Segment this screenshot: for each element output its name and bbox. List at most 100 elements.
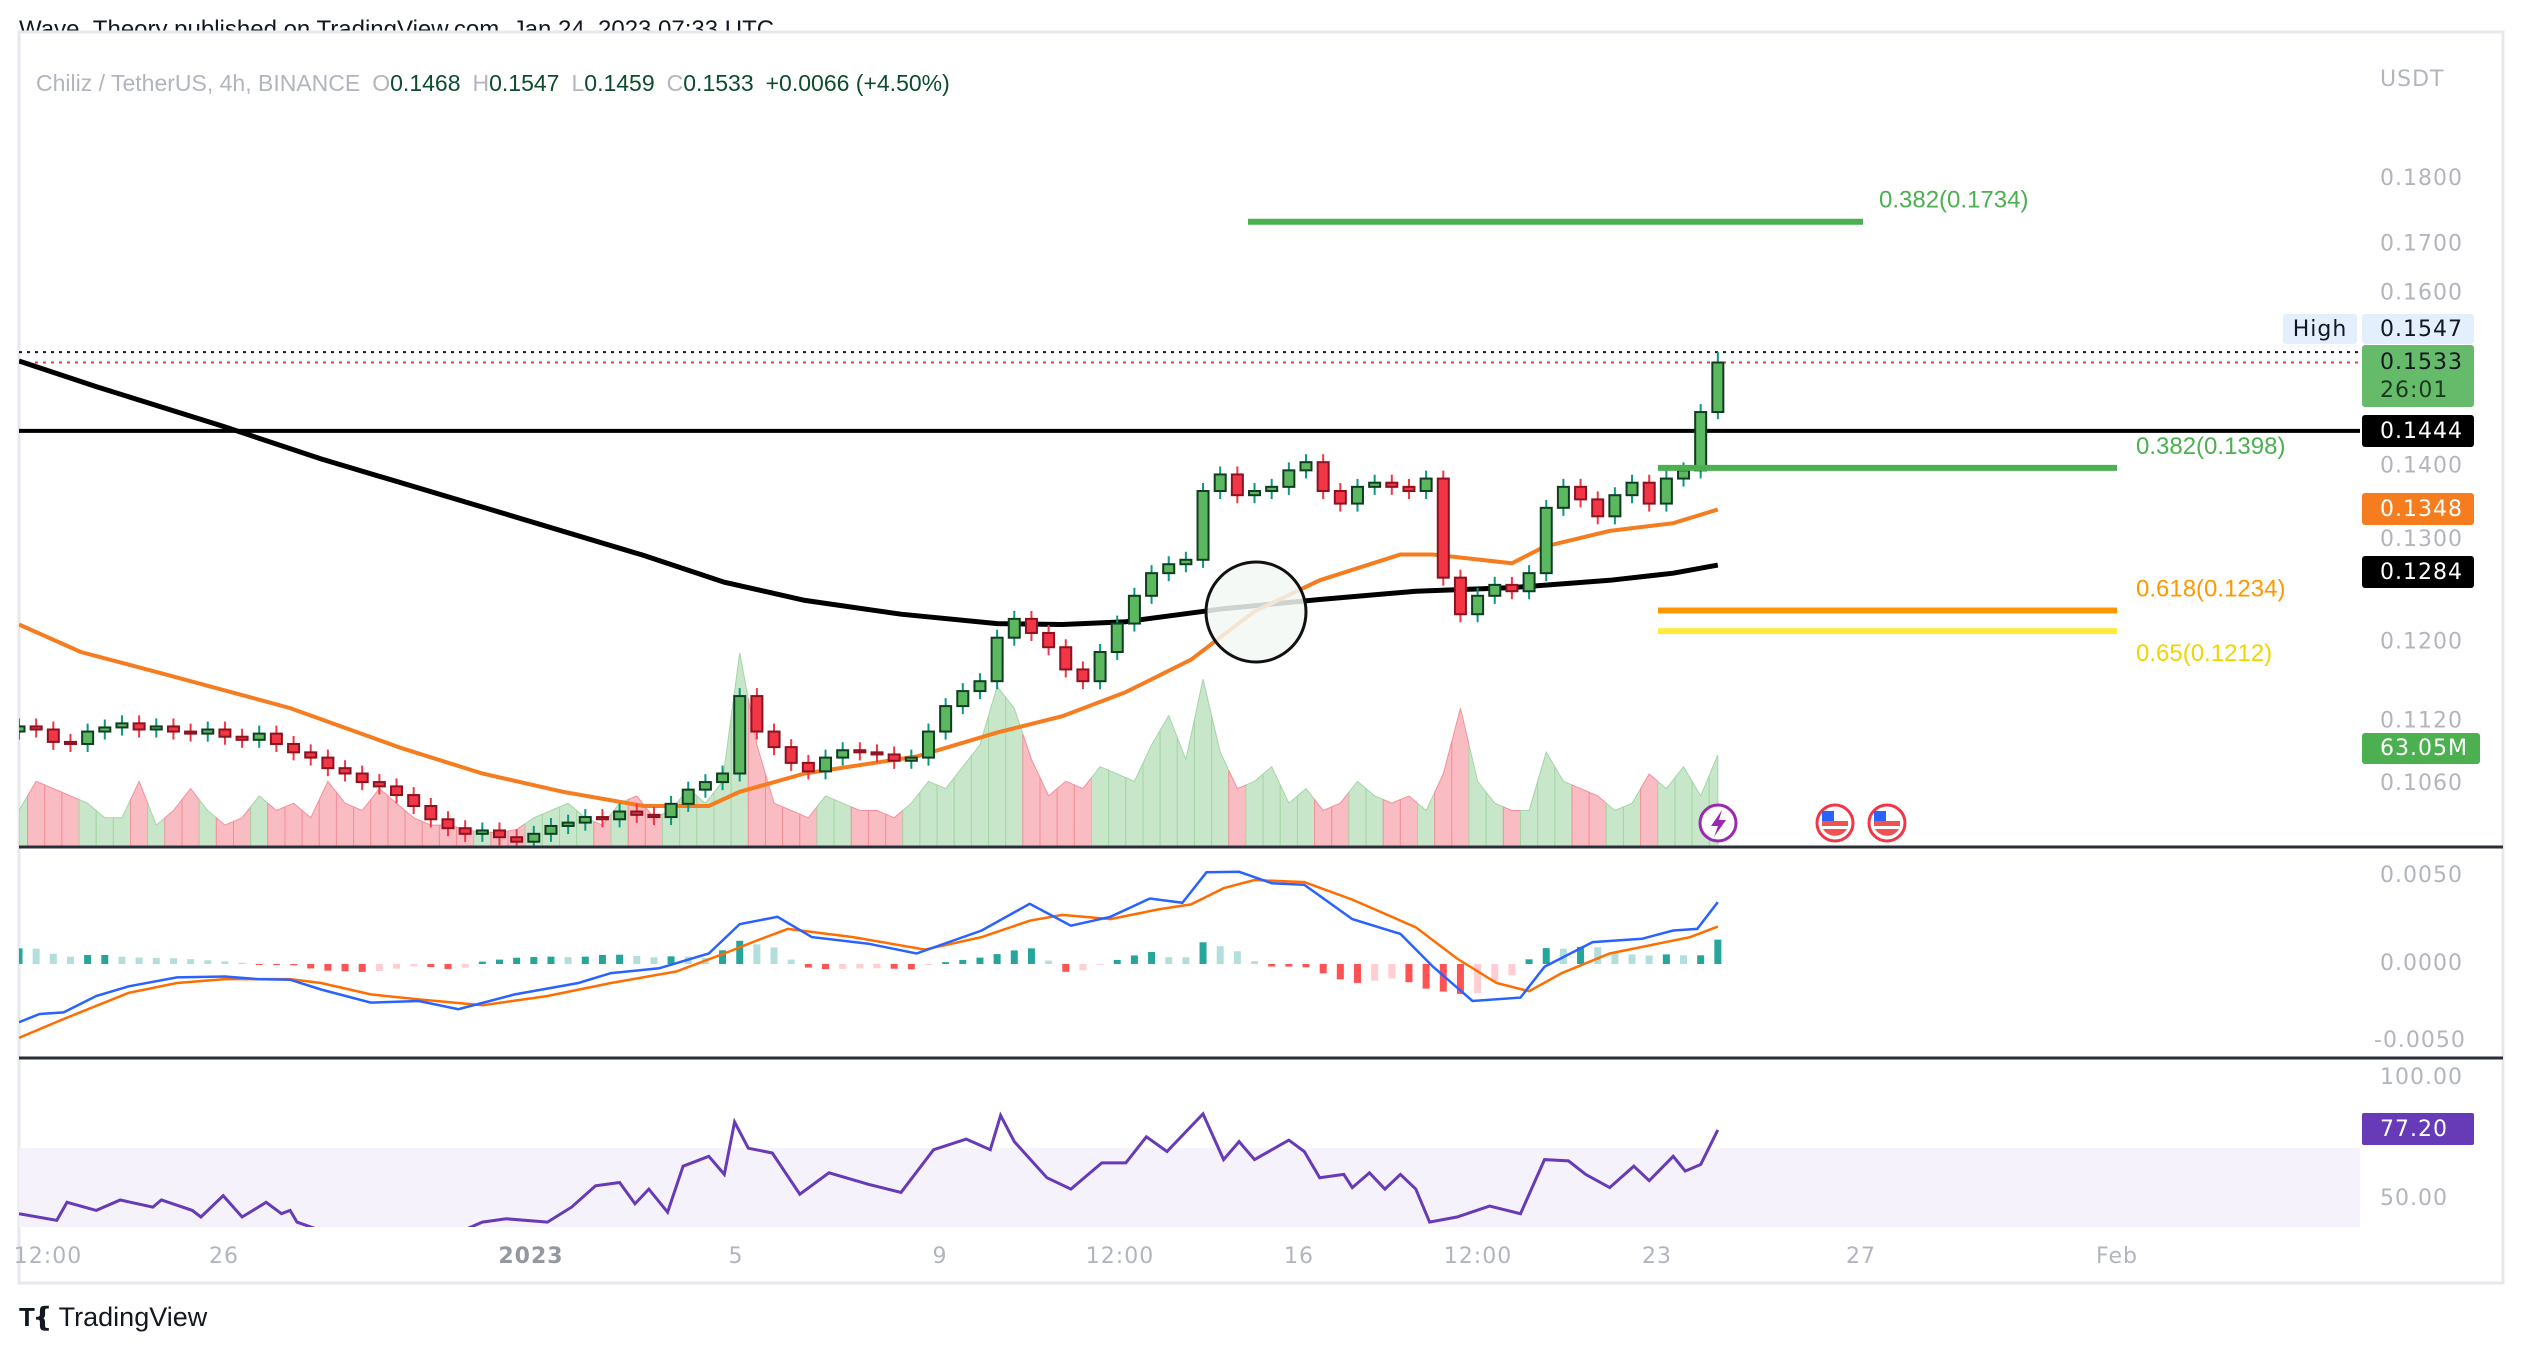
volume-segment — [988, 685, 1007, 846]
candle — [1179, 551, 1193, 573]
macd-tick: -0.0050 — [2374, 1028, 2466, 1053]
candle — [1007, 610, 1021, 646]
macd-histogram-bar — [633, 956, 641, 964]
volume-segment — [1674, 765, 1693, 846]
macd-histogram-bar — [1456, 964, 1464, 994]
price-axis[interactable]: USDT 0.1800 0.1700 0.1600 0.1400 0.1300 0.120… — [2283, 67, 2480, 796]
candle — [1230, 466, 1244, 504]
candle — [956, 683, 970, 715]
rsi-axis[interactable]: 100.00 50.00 77.20 — [2362, 1065, 2474, 1211]
ema50-line[interactable] — [19, 507, 1719, 808]
macd-histogram-bar — [1199, 942, 1207, 964]
symbol-title[interactable]: Chiliz / TetherUS, 4h, BINANCE — [36, 70, 361, 96]
volume-segment — [198, 798, 217, 846]
macd-histogram-bar — [1096, 964, 1104, 965]
volume-segment — [1622, 786, 1642, 846]
candle-body — [287, 742, 301, 754]
time-axis[interactable]: 12:00 26 2023 5 9 12:00 16 12:00 23 27 F… — [14, 1244, 2138, 1269]
candle-body — [407, 794, 421, 808]
macd-histogram-bar — [1353, 964, 1361, 983]
volume-segment — [95, 809, 114, 846]
candle — [492, 822, 506, 846]
candle — [407, 787, 421, 815]
macd-histogram-bar — [1405, 964, 1413, 983]
macd-histogram-bar — [1233, 951, 1241, 964]
volume-segment — [1399, 795, 1419, 846]
candle-body — [304, 751, 318, 759]
candle-body — [355, 772, 369, 784]
time-tick: 12:00 — [1086, 1244, 1154, 1269]
lightning-event-icon[interactable] — [1698, 803, 1738, 843]
volume-segment — [387, 794, 406, 846]
candle-body — [681, 788, 695, 805]
candle — [81, 723, 95, 753]
last-price-tag: 0.1533 — [2380, 350, 2463, 375]
us-flag-event-icon[interactable] — [1815, 803, 1855, 843]
candle-body — [1333, 490, 1347, 505]
volume-segment — [1073, 776, 1092, 846]
candle — [1076, 661, 1090, 690]
volume-segment — [1159, 714, 1178, 846]
volume-segment — [936, 776, 955, 846]
macd-histogram-bar — [1645, 955, 1653, 964]
candle — [630, 803, 644, 823]
volume-segment — [1108, 769, 1127, 846]
candle-body — [1196, 490, 1210, 561]
rsi-pane[interactable] — [19, 1111, 2360, 1250]
candle — [1385, 474, 1399, 495]
candle-body — [1350, 485, 1364, 505]
candle — [595, 809, 609, 828]
macd-histogram-bar — [1680, 955, 1688, 964]
volume-segment — [1228, 770, 1247, 846]
macd-histogram-bar — [942, 962, 950, 964]
macd-histogram-bar — [530, 957, 538, 964]
candle-body — [887, 753, 901, 762]
candle — [1419, 470, 1433, 500]
macd-histogram-bar — [856, 964, 864, 969]
candle — [1625, 474, 1639, 504]
candle — [510, 829, 524, 846]
candle-body — [1248, 490, 1262, 497]
us-flag-event-icon[interactable] — [1867, 803, 1907, 843]
tradingview-logo[interactable]: T❴ TradingView — [19, 1302, 207, 1333]
candle — [1042, 624, 1056, 656]
candle-body — [1316, 461, 1330, 493]
macd-histogram-bar — [1268, 964, 1276, 967]
macd-axis[interactable]: 0.0050 0.0000 -0.0050 — [2374, 863, 2466, 1053]
candle — [269, 725, 283, 753]
candle-body — [1093, 651, 1107, 683]
golden-cross-circle[interactable] — [1204, 560, 1308, 664]
candle — [870, 744, 884, 763]
candle — [201, 721, 215, 742]
time-tick: Feb — [2096, 1244, 2138, 1269]
candle-body — [269, 732, 283, 745]
time-tick: 26 — [209, 1244, 239, 1269]
macd-histogram-bar — [873, 964, 881, 969]
candle-body — [698, 781, 712, 791]
macd-pane[interactable] — [16, 870, 1722, 1040]
candle-body — [29, 725, 43, 731]
volume-segment — [318, 780, 337, 846]
macd-histogram-bar — [770, 947, 778, 964]
candle-body — [235, 735, 249, 741]
candle-body — [115, 722, 129, 729]
macd-histogram-bar — [1422, 964, 1430, 989]
macd-histogram-bar — [1491, 964, 1499, 982]
volume-tag: 63.05M — [2380, 736, 2468, 761]
candle-body — [63, 740, 77, 745]
macd-histogram-bar — [1079, 964, 1087, 971]
candle-body — [1162, 563, 1176, 575]
candle-body — [1711, 361, 1725, 414]
price-pane[interactable]: 0.382(0.1734) 0.382(0.1398) 0.618(0.1234… — [14, 187, 2361, 850]
candle-body — [321, 756, 335, 770]
candle-body — [870, 751, 884, 756]
candle-body — [836, 749, 850, 759]
candle — [1659, 470, 1673, 512]
candle — [1574, 478, 1588, 508]
candle — [784, 739, 798, 771]
macd-histogram-bar — [1697, 955, 1705, 964]
candle — [1213, 466, 1227, 500]
macd-histogram-bar — [1027, 948, 1035, 964]
candle-body — [921, 730, 935, 759]
